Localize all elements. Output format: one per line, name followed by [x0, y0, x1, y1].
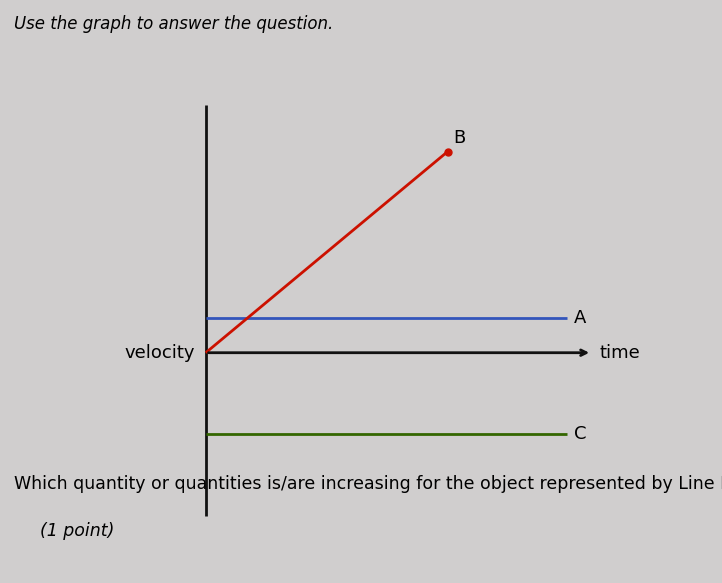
- Text: velocity: velocity: [124, 344, 195, 361]
- Text: A: A: [574, 309, 586, 326]
- Text: (1 point): (1 point): [40, 522, 114, 540]
- Text: time: time: [599, 344, 640, 361]
- Text: Use the graph to answer the question.: Use the graph to answer the question.: [14, 15, 334, 33]
- Text: Which quantity or quantities is/are increasing for the object represented by Lin: Which quantity or quantities is/are incr…: [14, 475, 722, 493]
- Text: B: B: [453, 129, 466, 147]
- Text: C: C: [574, 426, 586, 443]
